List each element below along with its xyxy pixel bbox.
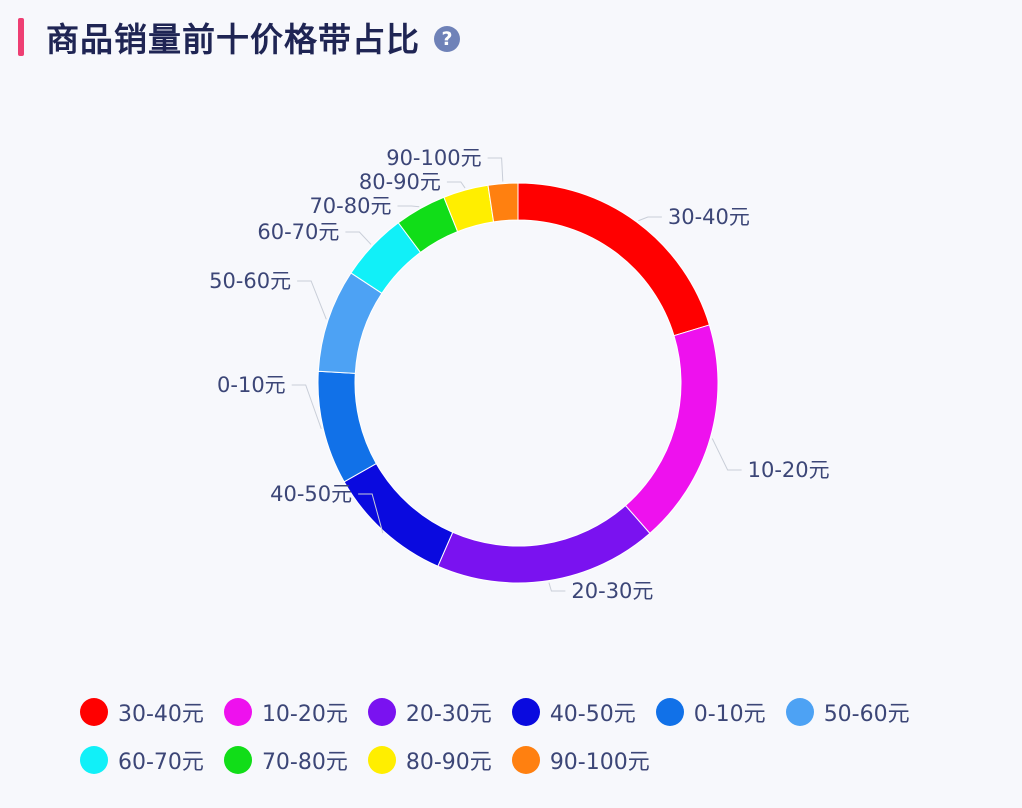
leader-line-50-60元 (297, 280, 327, 320)
legend-label: 40-50元 (549, 702, 636, 727)
legend-dot (80, 746, 108, 774)
legend-dot (223, 698, 252, 726)
legend-item-90-100元[interactable]: 90-100元 (511, 736, 650, 784)
slice-label-0-10元: 0-10元 (217, 373, 286, 397)
legend-label: 50-60元 (823, 702, 910, 727)
slice-10-20元[interactable] (624, 324, 719, 535)
leader-line-30-40元 (638, 216, 662, 222)
leader-line-60-70元 (345, 231, 372, 245)
legend-item-0-10元[interactable]: 0-10元 (655, 688, 766, 736)
help-icon[interactable]: ? (434, 26, 460, 52)
slice-label-20-30元: 20-30元 (571, 579, 653, 603)
leader-line-40-50元 (358, 493, 384, 534)
leader-line-20-30元 (548, 582, 566, 592)
leader-line-80-90元 (446, 181, 466, 189)
donut-chart: 30-40元 10-20元 20-30元 40-50元 0-10元 50-60元 60-70… (209, 146, 830, 603)
slice-label-60-70元: 60-70元 (257, 220, 339, 244)
slice-0-10元[interactable] (317, 370, 377, 483)
slice-40-50元[interactable] (343, 462, 454, 567)
slice-label-80-90元: 80-90元 (359, 170, 441, 194)
slice-50-60元[interactable] (317, 272, 383, 374)
slice-90-100元[interactable] (487, 182, 519, 223)
slice-label-10-20元: 10-20元 (748, 458, 830, 482)
legend-item-30-40元[interactable]: 30-40元 (80, 688, 204, 736)
legend-item-20-30元[interactable]: 20-30元 (367, 688, 492, 736)
chart-title: 商品销量前十价格带占比 (46, 20, 420, 59)
leader-line-70-80元 (397, 205, 420, 208)
legend-item-10-20元[interactable]: 10-20元 (223, 688, 348, 736)
legend-item-50-60元[interactable]: 50-60元 (785, 688, 910, 736)
slice-label-30-40元: 30-40元 (668, 205, 750, 229)
legend-dot (367, 746, 396, 774)
legend-dot (223, 746, 252, 774)
slice-label-90-100元: 90-100元 (386, 146, 481, 170)
legend-label: 80-90元 (405, 750, 492, 775)
legend-label: 10-20元 (261, 702, 348, 727)
slice-label-40-50元: 40-50元 (270, 482, 352, 506)
leader-line-0-10元 (291, 384, 322, 430)
title-accent-bar (18, 18, 24, 56)
legend-item-40-50元[interactable]: 40-50元 (511, 688, 636, 736)
slice-label-50-60元: 50-60元 (209, 269, 291, 293)
legend-item-80-90元[interactable]: 80-90元 (367, 736, 492, 784)
legend-label: 90-100元 (549, 750, 650, 775)
legend-label: 20-30元 (405, 702, 492, 727)
legend-label: 60-70元 (118, 750, 204, 775)
chart-header: 商品销量前十价格带占比 ? (18, 14, 460, 60)
legend-item-60-70元[interactable]: 60-70元 (80, 736, 204, 784)
legend-label: 30-40元 (118, 702, 204, 727)
legend-dot (785, 698, 814, 726)
legend-dot (367, 698, 396, 726)
legend-item-70-80元[interactable]: 70-80元 (223, 736, 348, 784)
leader-line-90-100元 (487, 157, 504, 182)
legend-label: 70-80元 (261, 750, 348, 775)
legend-dot (80, 698, 108, 726)
leader-line-10-20元 (711, 438, 742, 471)
chart-legend: 30-40元 10-20元 20-30元 40-50元 0-10元 50-60元 60-70… (80, 688, 980, 784)
legend-dot (511, 698, 540, 726)
slice-20-30元[interactable] (437, 504, 651, 584)
slice-label-70-80元: 70-80元 (309, 194, 391, 218)
legend-dot (511, 746, 540, 774)
legend-label: 0-10元 (693, 702, 766, 727)
legend-dot (655, 698, 684, 726)
